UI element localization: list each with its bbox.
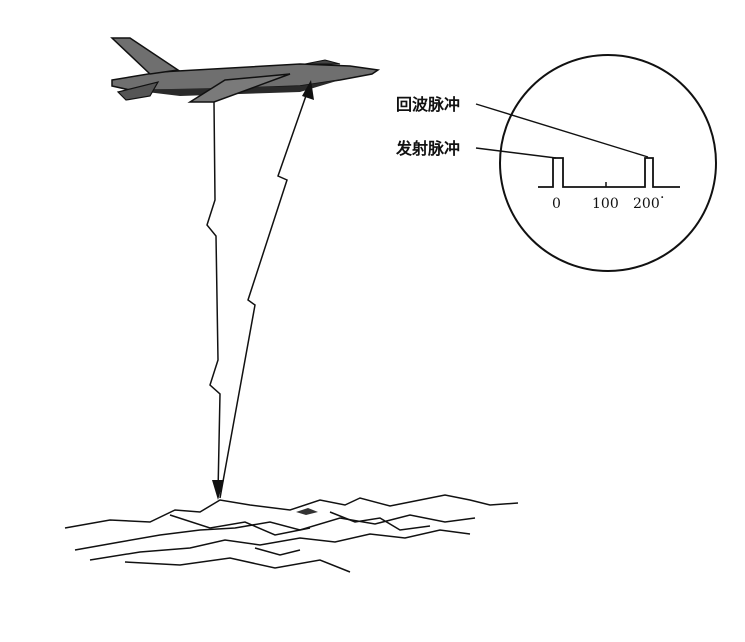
- scope-tick-label-0: 0: [552, 196, 561, 212]
- terrain-ridge-5: [169, 514, 311, 536]
- terrain-icon: [64, 494, 519, 573]
- scope-circle: [499, 54, 717, 272]
- terrain-ridge-2: [74, 514, 476, 551]
- terrain-ridge-7: [254, 547, 301, 556]
- aircraft-stabilizer: [116, 81, 160, 101]
- echo-pulse-leader: [475, 103, 649, 158]
- terrain-ridge-3: [89, 529, 471, 561]
- echo-beam-zigzag: [219, 89, 309, 499]
- scope-tick-label-100: 100: [592, 196, 619, 212]
- aircraft-tail-fin: [110, 37, 181, 75]
- echo-beam: [219, 80, 314, 499]
- transmit-pulse-label: 发射脉冲: [395, 139, 460, 158]
- echo-pulse-label: 回波脉冲: [396, 95, 460, 114]
- terrain-ridge-1: [64, 494, 519, 529]
- transmit-beam-zigzag: [206, 101, 221, 493]
- scope-trace: [538, 157, 680, 188]
- echo-arrow-head: [302, 80, 314, 100]
- oscilloscope-screen: 0 100 200 ·: [499, 54, 717, 272]
- aircraft-cockpit: [304, 59, 341, 65]
- transmit-arrow-head: [212, 480, 224, 500]
- terrain-ridge-4: [124, 557, 351, 573]
- terrain-ridge-6: [329, 511, 431, 531]
- scope-tick-label-200: 200: [633, 196, 660, 212]
- scope-tick-trailing-mark: ·: [660, 190, 664, 206]
- aircraft-icon: [110, 37, 381, 103]
- transmit-pulse-leader: [475, 147, 557, 159]
- transmit-beam: [206, 101, 224, 500]
- terrain-dark-patch: [296, 508, 318, 515]
